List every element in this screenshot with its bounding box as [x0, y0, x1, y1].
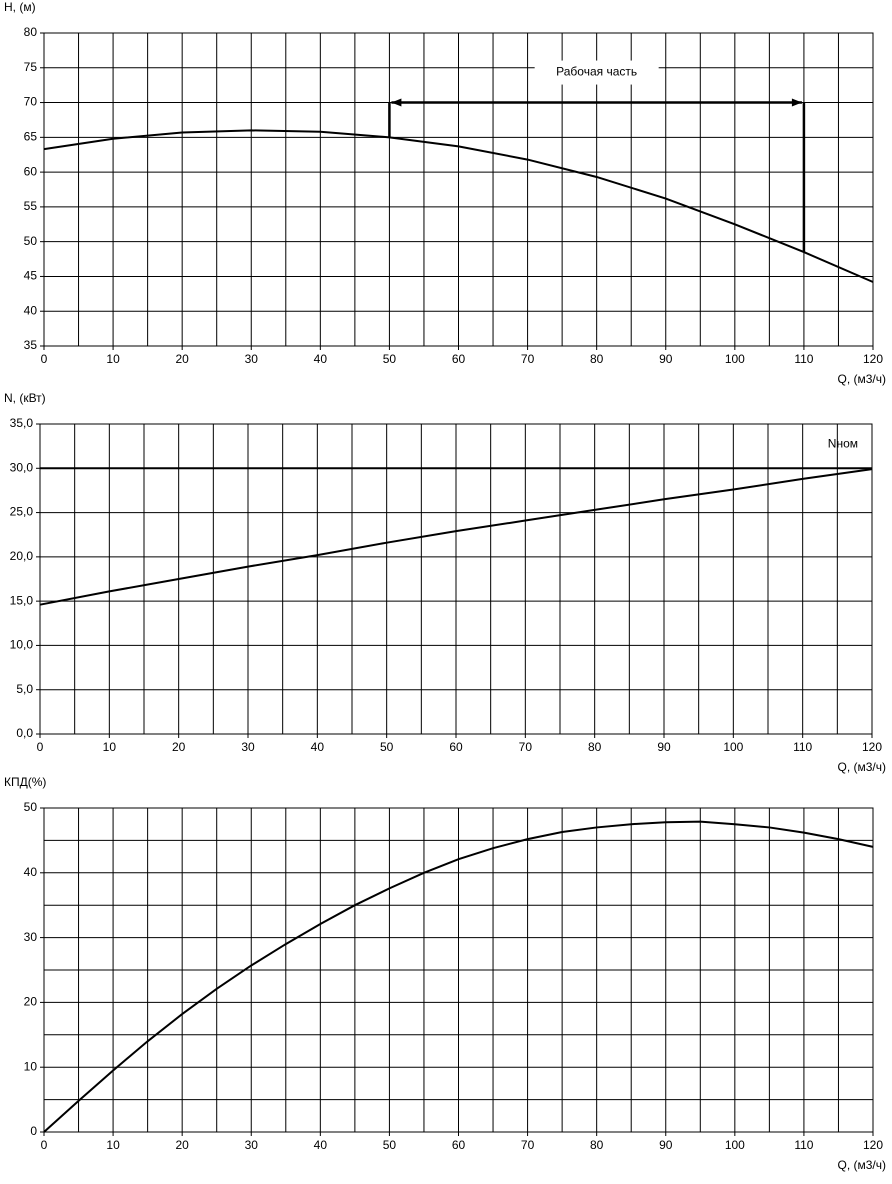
curve: [43, 129, 874, 283]
y-tick-label: 40: [24, 303, 38, 317]
y-tick-label: 10,0: [10, 638, 34, 652]
x-tick-label: 100: [723, 740, 743, 754]
x-axis-title: Q, (м3/ч): [837, 760, 886, 774]
arrow-head: [391, 98, 402, 107]
x-tick-label: 30: [245, 352, 259, 366]
y-axis-title: H, (м): [4, 0, 36, 14]
y-tick-label: 75: [24, 60, 38, 74]
y-tick-label: 25,0: [10, 505, 34, 519]
x-tick-label: 20: [175, 1138, 189, 1152]
x-tick-label: 100: [725, 352, 745, 366]
x-tick-label: 40: [314, 352, 328, 366]
x-tick-label: 70: [521, 1138, 535, 1152]
x-tick-label: 70: [521, 352, 535, 366]
y-tick-label: 50: [24, 234, 38, 248]
x-tick-label: 80: [590, 1138, 604, 1152]
y-tick-label: 10: [24, 1059, 38, 1073]
y-axis-title: КПД(%): [4, 775, 46, 789]
curve: [39, 468, 873, 606]
x-tick-label: 40: [314, 1138, 328, 1152]
y-tick-label: 50: [24, 800, 38, 814]
x-tick-label: 120: [863, 352, 883, 366]
y-tick-label: 35,0: [10, 416, 34, 430]
x-tick-label: 10: [106, 352, 120, 366]
x-tick-label: 120: [863, 1138, 883, 1152]
x-tick-label: 40: [311, 740, 325, 754]
y-tick-label: 20,0: [10, 549, 34, 563]
x-tick-label: 20: [172, 740, 186, 754]
arrow-head: [791, 98, 802, 107]
x-tick-label: 0: [41, 352, 48, 366]
x-tick-label: 100: [725, 1138, 745, 1152]
y-tick-label: 5,0: [16, 682, 33, 696]
x-tick-label: 90: [657, 740, 671, 754]
x-tick-label: 50: [383, 352, 397, 366]
y-axis-title: N, (кВт): [4, 391, 46, 405]
x-tick-label: 70: [519, 740, 533, 754]
x-tick-label: 50: [383, 1138, 397, 1152]
y-tick-label: 20: [24, 995, 38, 1009]
curve: [43, 820, 874, 1133]
y-tick-label: 0: [30, 1124, 37, 1138]
x-tick-label: 80: [588, 740, 602, 754]
annotation-bg: [534, 60, 659, 85]
x-tick-label: 110: [794, 352, 813, 366]
x-tick-label: 30: [245, 1138, 259, 1152]
x-tick-label: 80: [590, 352, 604, 366]
y-tick-label: 30: [24, 930, 38, 944]
y-tick-label: 40: [24, 865, 38, 879]
y-tick-label: 80: [24, 25, 38, 39]
x-tick-label: 60: [449, 740, 463, 754]
x-tick-label: 50: [380, 740, 394, 754]
x-tick-label: 0: [37, 740, 44, 754]
x-tick-label: 20: [175, 352, 189, 366]
x-tick-label: 10: [103, 740, 117, 754]
x-tick-label: 60: [452, 352, 466, 366]
y-tick-label: 45: [24, 269, 38, 283]
annotation-text: Рабочая часть: [556, 65, 637, 79]
x-tick-label: 10: [106, 1138, 120, 1152]
x-tick-label: 110: [794, 1138, 813, 1152]
x-tick-label: 0: [41, 1138, 48, 1152]
y-tick-label: 0,0: [16, 726, 33, 740]
y-tick-label: 65: [24, 130, 38, 144]
x-tick-label: 120: [862, 740, 882, 754]
x-tick-label: 110: [793, 740, 812, 754]
y-tick-label: 30,0: [10, 460, 34, 474]
x-tick-label: 30: [241, 740, 255, 754]
y-tick-label: 15,0: [10, 593, 34, 607]
y-tick-label: 60: [24, 164, 38, 178]
x-tick-label: 90: [659, 1138, 673, 1152]
y-tick-label: 55: [24, 199, 38, 213]
y-tick-label: 35: [24, 338, 38, 352]
x-axis-title: Q, (м3/ч): [837, 372, 886, 386]
x-tick-label: 90: [659, 352, 673, 366]
x-tick-label: 60: [452, 1138, 466, 1152]
reference-label: Nном: [828, 436, 858, 450]
y-tick-label: 70: [24, 95, 38, 109]
x-axis-title: Q, (м3/ч): [837, 1158, 886, 1172]
